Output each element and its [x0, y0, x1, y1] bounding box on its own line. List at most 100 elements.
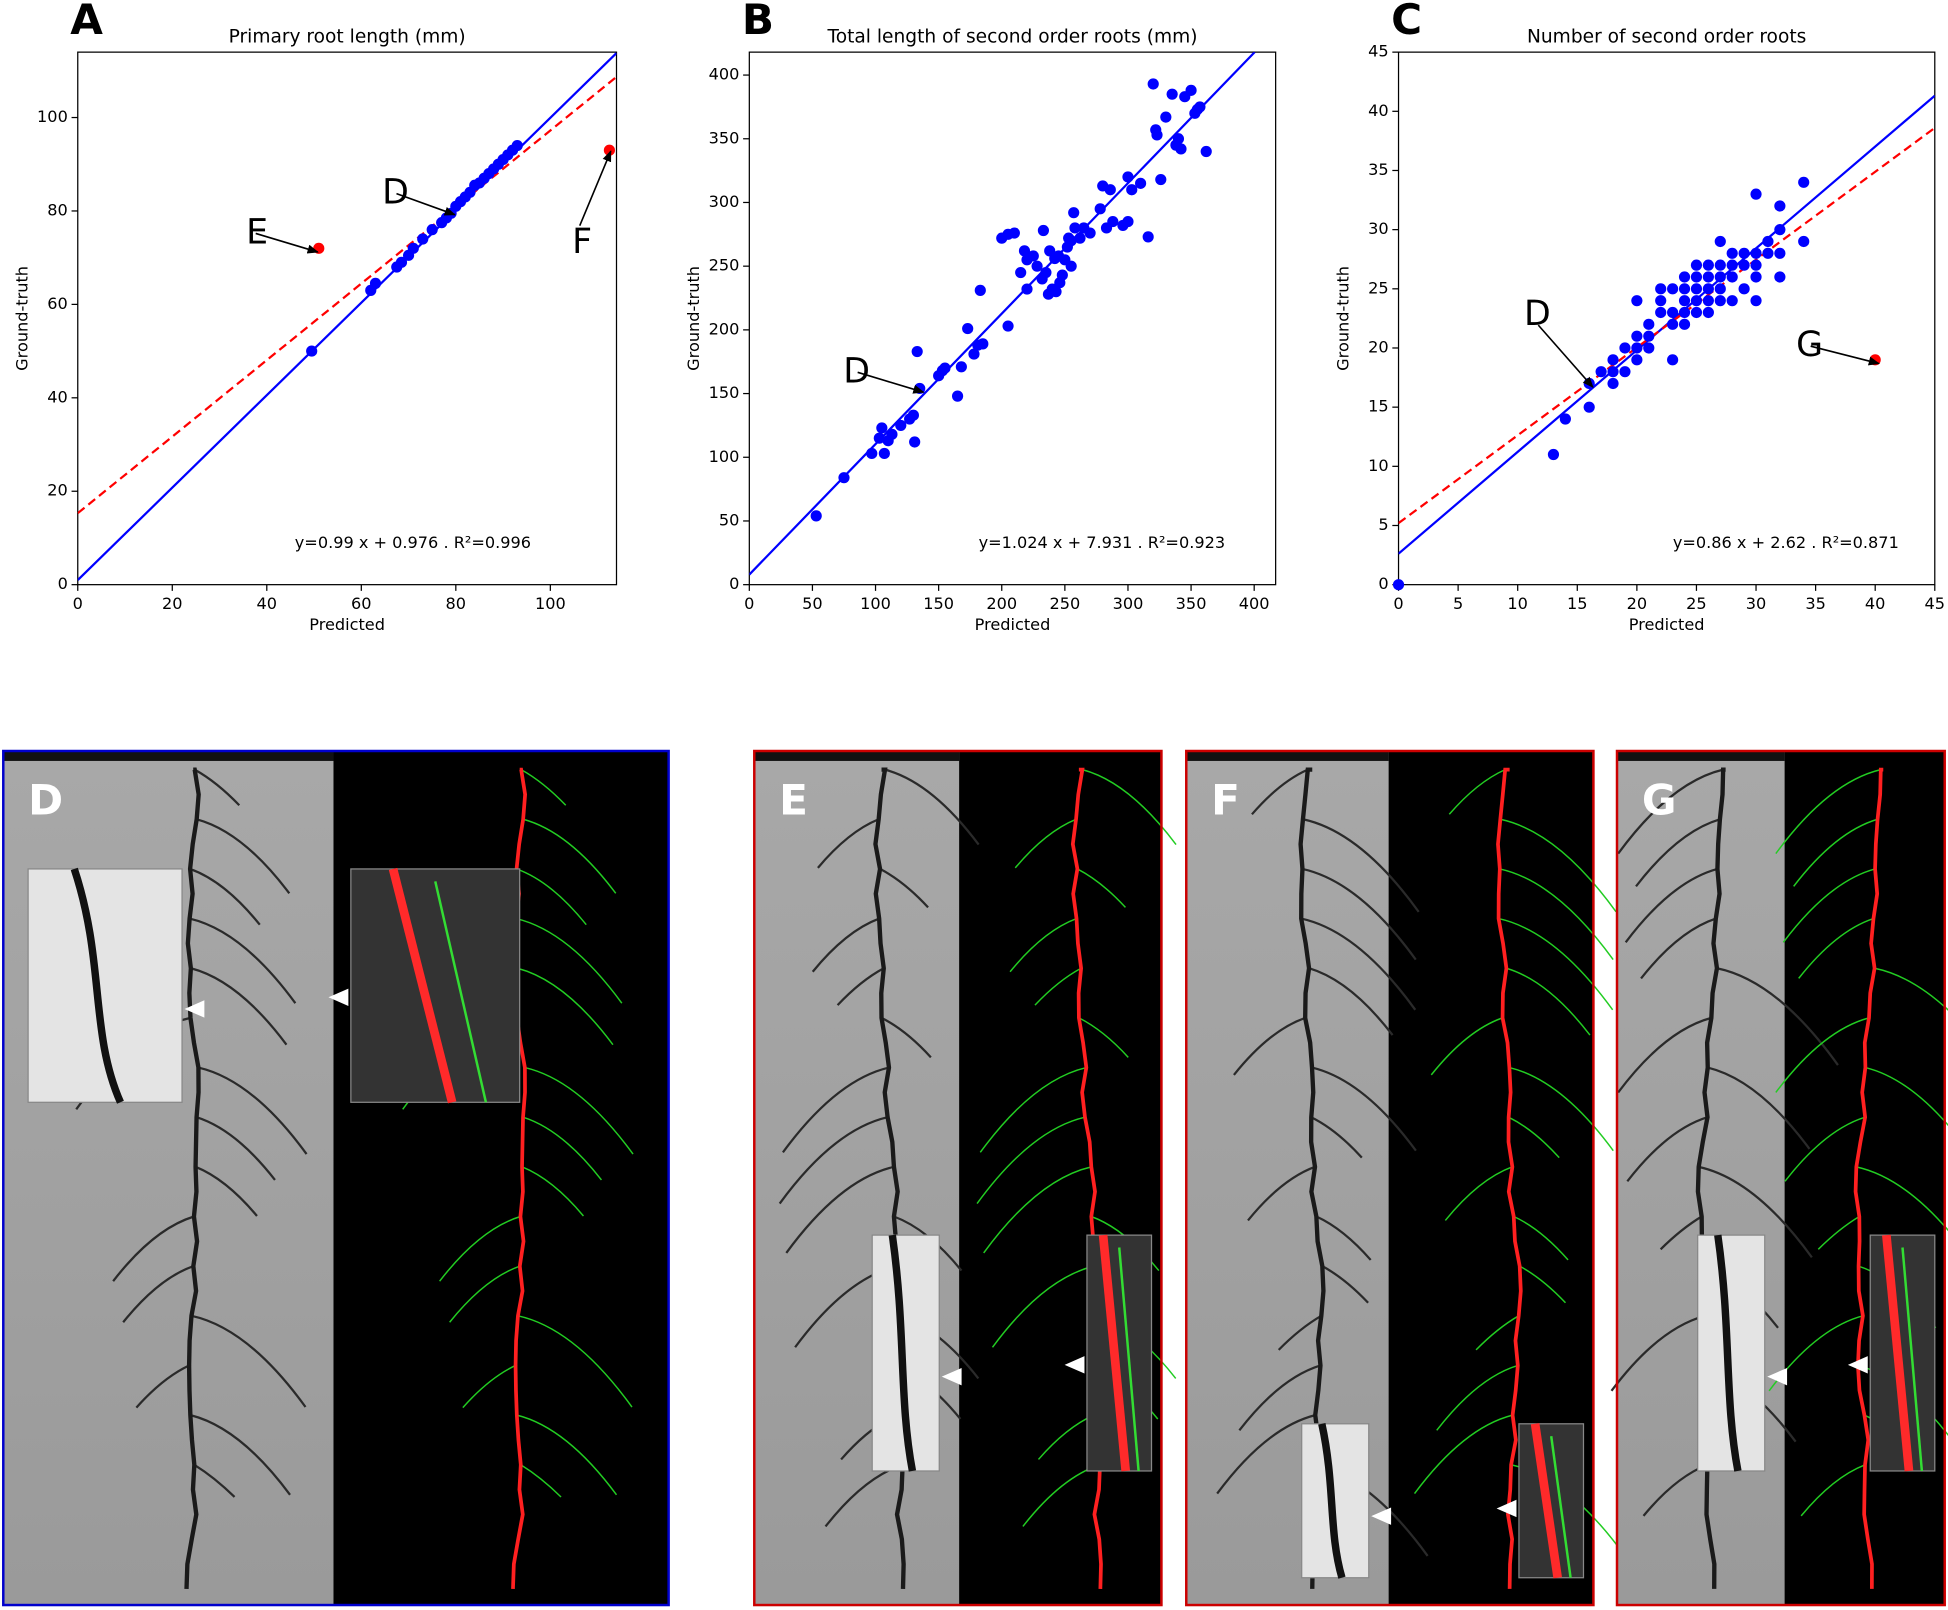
lateral-root — [196, 1116, 276, 1181]
lateral-root — [1782, 868, 1876, 943]
data-point — [1104, 184, 1116, 196]
annotation-arrow — [1810, 345, 1881, 366]
annotation-label: D — [1524, 294, 1551, 334]
annotation-arrow — [255, 232, 319, 254]
pointer — [1371, 1507, 1392, 1525]
image-panel-label: D — [28, 776, 63, 825]
data-point — [1147, 78, 1159, 90]
data-point — [1151, 129, 1163, 141]
lateral-root — [520, 768, 567, 806]
data-point — [1702, 306, 1714, 319]
lateral-root — [1315, 1215, 1372, 1261]
lateral-root — [1430, 1017, 1503, 1076]
data-point — [1583, 401, 1595, 413]
lateral-root — [516, 868, 587, 926]
data-point — [1726, 295, 1738, 307]
annotation-label: E — [246, 212, 268, 252]
x-tick-label: 40 — [257, 594, 278, 613]
y-tick-label: 300 — [709, 192, 740, 211]
photo-top-bar — [1186, 751, 1389, 761]
segmentation — [959, 751, 1162, 1606]
annotation-label: D — [382, 173, 409, 213]
inset-root — [888, 1234, 917, 1472]
x-tick-label: 150 — [923, 594, 954, 613]
lateral-root — [1793, 818, 1878, 887]
x-axis-label: Predicted — [975, 615, 1051, 634]
pointer — [1064, 1356, 1085, 1374]
data-point — [1702, 259, 1714, 271]
x-tick-label: 200 — [986, 594, 1017, 613]
plot-frame — [1397, 51, 1936, 586]
data-point — [1750, 259, 1762, 271]
data-point — [955, 361, 967, 373]
pointer — [184, 1000, 205, 1018]
data-point — [1714, 235, 1726, 248]
lateral-root — [439, 1215, 521, 1282]
data-point — [1065, 235, 1077, 247]
lateral-root — [1499, 868, 1614, 961]
inset-root — [1714, 1234, 1742, 1472]
data-point — [1631, 295, 1643, 307]
x-tick-label: 0 — [744, 594, 754, 613]
x-tick-label: 15 — [1567, 594, 1588, 613]
y-tick-label: 10 — [1368, 456, 1389, 475]
x-tick-label: 20 — [1627, 594, 1648, 613]
lateral-root — [811, 917, 880, 973]
lateral-root — [1233, 1016, 1306, 1076]
lateral-root — [521, 1166, 585, 1217]
pointer — [1496, 1499, 1517, 1518]
pointer — [941, 1367, 962, 1386]
data-point — [1619, 366, 1631, 378]
x-tick-label: 250 — [1049, 594, 1080, 613]
data-point — [1002, 320, 1014, 332]
inset-root — [388, 867, 457, 1104]
y-tick-label: 400 — [709, 65, 740, 84]
data-point — [1690, 271, 1703, 283]
y-tick-label: 100 — [709, 447, 740, 466]
panel-border — [2, 749, 670, 1607]
data-point — [1714, 283, 1726, 295]
lateral-root — [522, 1116, 603, 1181]
lateral-root — [836, 967, 885, 1006]
x-tick-label: 35 — [1805, 594, 1826, 613]
y-tick-label: 200 — [709, 319, 740, 338]
lateral-root — [1506, 967, 1591, 1036]
data-point — [907, 409, 919, 421]
data-point — [1392, 579, 1405, 591]
lateral-root — [1310, 1116, 1363, 1159]
lateral-root — [1775, 768, 1881, 855]
inset-root — [1882, 1234, 1914, 1472]
lateral-root — [1247, 1165, 1316, 1222]
data-point — [1667, 306, 1679, 319]
y-tick-label: 25 — [1368, 278, 1389, 297]
data-point — [1094, 203, 1106, 215]
data-point — [909, 436, 921, 448]
y-tick-label: 250 — [709, 256, 740, 275]
photo — [754, 751, 960, 1606]
image-panel-label: G — [1642, 776, 1677, 825]
data-point — [1762, 247, 1774, 259]
data-point — [886, 428, 898, 440]
data-point — [1175, 143, 1187, 155]
data-point — [977, 338, 989, 350]
data-point — [1762, 235, 1774, 248]
photo-top-bar — [1617, 751, 1785, 761]
lateral-root — [1311, 1066, 1417, 1152]
data-point — [417, 233, 429, 245]
lateral-root — [1800, 1464, 1866, 1517]
lateral-root — [1238, 1364, 1321, 1432]
lateral-root — [189, 867, 261, 926]
data-point — [1107, 215, 1119, 228]
x-tick-label: 10 — [1507, 594, 1528, 613]
lateral-root — [515, 917, 623, 1004]
primary-root — [1853, 767, 1884, 1589]
data-point — [1643, 318, 1655, 330]
lateral-root — [1626, 1116, 1708, 1183]
x-tick-label: 30 — [1746, 594, 1767, 613]
data-point — [895, 419, 907, 432]
x-tick-label: 25 — [1686, 594, 1707, 613]
data-point — [1702, 283, 1714, 295]
lateral-root — [196, 818, 291, 895]
data-point — [1714, 295, 1726, 307]
